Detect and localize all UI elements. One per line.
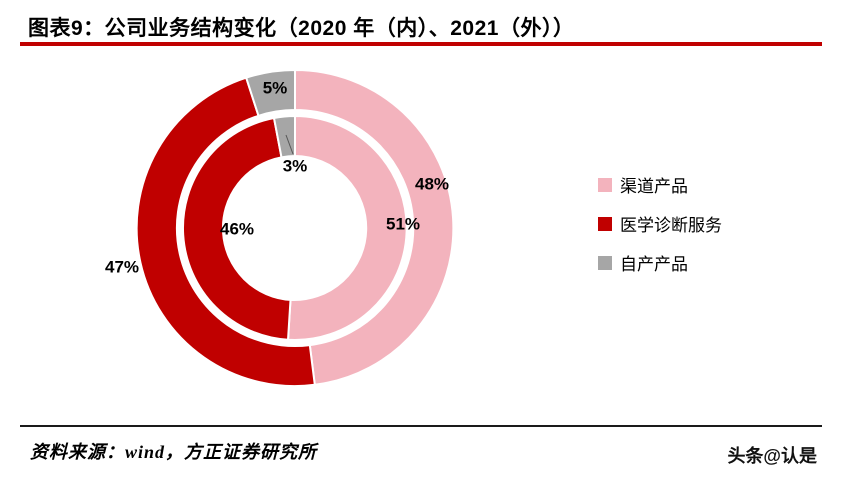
donut-segment-inner-2 [272, 114, 296, 159]
legend-label: 自产产品 [620, 255, 688, 274]
pct-label-outer-1: 47% [105, 257, 139, 276]
legend-item-medical-diagnostics: 医学诊断服务 [598, 211, 722, 236]
pct-label-inner-1: 46% [220, 219, 254, 238]
donut-segment-inner-1 [182, 116, 292, 341]
legend-item-channel-products: 渠道产品 [598, 172, 722, 197]
donut-segment-outer-0 [294, 68, 455, 386]
legend-swatch-red [598, 216, 612, 231]
pct-label-outer-0: 48% [415, 174, 449, 193]
chart-title: 图表9：公司业务结构变化（2020 年（内）、2021（外）） [28, 17, 575, 40]
legend-item-self-produced: 自产产品 [598, 250, 722, 275]
source-text: 资料来源：wind，方正证券研究所 [30, 442, 318, 462]
pct-label-inner-0: 51% [386, 214, 420, 233]
label-leader-line [285, 134, 294, 155]
pct-label-outer-2: 5% [263, 78, 288, 97]
donut-chart: 48% 47% 5% 51% 46% 3% [105, 68, 455, 388]
watermark: 头条@认是 [727, 446, 817, 466]
donut-segment-outer-1 [135, 76, 316, 388]
donut-segment-inner-0 [286, 114, 408, 341]
legend-label: 渠道产品 [620, 177, 688, 196]
pct-label-inner-2: 3% [283, 156, 308, 175]
chart-legend: 渠道产品 医学诊断服务 自产产品 [598, 172, 722, 275]
legend-swatch-gray [598, 255, 612, 270]
title-underline [20, 42, 822, 46]
legend-swatch-pink [598, 177, 612, 192]
source-divider [20, 425, 822, 427]
donut-segment-outer-2 [244, 68, 296, 118]
legend-label: 医学诊断服务 [620, 216, 722, 235]
